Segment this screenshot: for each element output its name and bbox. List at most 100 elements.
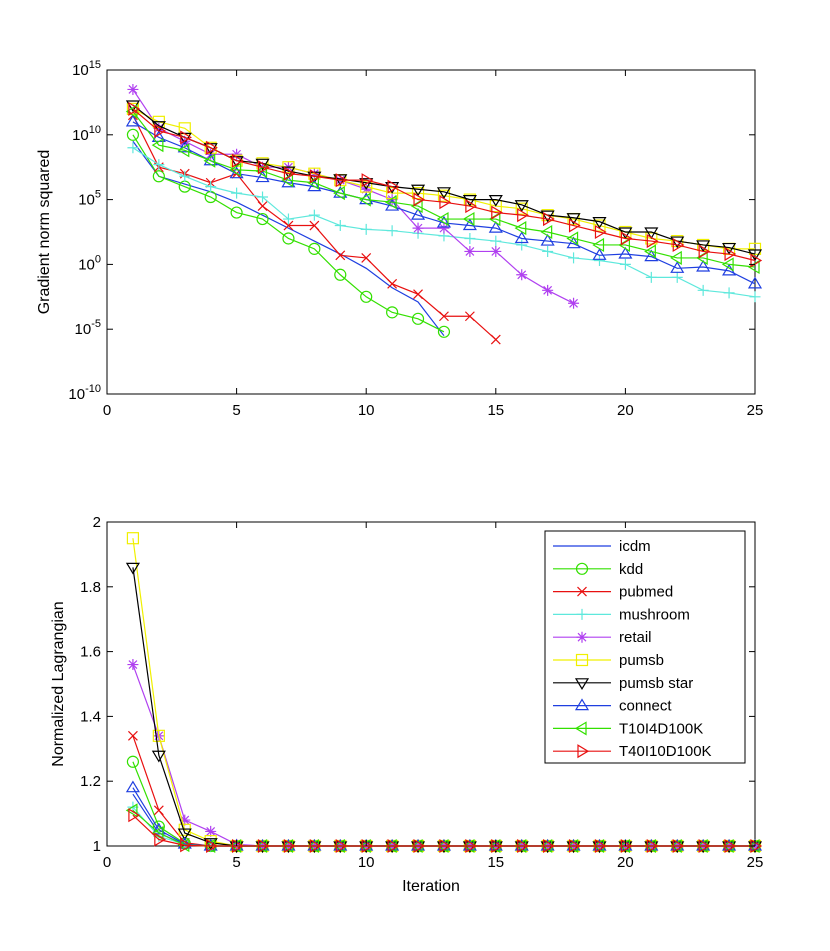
plot1-point-retail [231, 148, 243, 160]
legend: icdm kdd pubmed mushroom retail pumsb pumsb st… [544, 530, 746, 764]
plot2-y-tick-label: 2 [93, 514, 101, 531]
plot1-point-t40i10d100k [750, 253, 763, 268]
plot2-point-t40i10d100k [413, 838, 426, 854]
plot2-point-t40i10d100k [517, 838, 529, 854]
plot1-point-pubmed [335, 250, 346, 261]
plot2-point-t40i10d100k [543, 838, 555, 854]
plot1-point-pubmed [283, 220, 294, 231]
plot2-point-pumsb-star [151, 750, 166, 763]
plot2-point-t40i10d100k [361, 838, 374, 854]
plot1-series-group [125, 83, 763, 345]
plot1-point-kdd [360, 290, 373, 303]
plot1-point-connect [514, 231, 529, 244]
plot1-point-mushroom [593, 255, 605, 267]
plot2-y-tick-label: 1.6 [80, 644, 101, 661]
legend-marker-kdd [575, 562, 589, 575]
plot1-point-connect [618, 246, 633, 259]
legend-marker-t10i4d100k [574, 721, 587, 736]
plot1-point-t40i10d100k [387, 179, 400, 194]
plot1-line-icdm [132, 140, 445, 337]
plot1-point-connect [488, 220, 503, 233]
legend-marker-mushroom [576, 608, 588, 620]
plot2-point-t40i10d100k [698, 838, 711, 854]
plot1-point-kdd [230, 206, 243, 219]
plot1-y-tick-label: 10-10 [68, 383, 101, 403]
plot1-y-tick-label: 105 [78, 189, 101, 209]
plot1-point-t10i4d100k [359, 192, 371, 207]
plot1-point-mushroom [671, 271, 683, 283]
plot2-ticks-group: 0 5 10 15 20 25 1 1.2 1.4 1.6 1.8 2 [80, 514, 763, 871]
plot1-point-t10i4d100k [410, 199, 423, 214]
plot1-series-t10i4d100k [125, 104, 760, 275]
plot1-point-t40i10d100k [620, 231, 633, 246]
plot1-point-pumsb-star [436, 187, 452, 199]
plot1-point-t10i4d100k [203, 153, 216, 168]
plot1-point-kdd [126, 128, 140, 141]
plot2-x-tick-label: 25 [747, 854, 764, 871]
plot2-point-t40i10d100k [206, 838, 218, 854]
plot1-point-mushroom [282, 213, 294, 225]
plot1-point-pumsb [437, 189, 451, 202]
plot1-series-t40i10d100k [128, 101, 763, 268]
legend-marker-pubmed [577, 586, 587, 597]
plot1-point-connect [436, 215, 452, 228]
plot1-point-t10i4d100k [488, 211, 501, 227]
plot1-point-t40i10d100k [154, 123, 167, 138]
plot1-point-connect [696, 259, 711, 272]
legend-entry-kdd: kdd [553, 561, 643, 578]
plot1-point-t40i10d100k [206, 140, 218, 155]
plot2-point-pumsb-star [125, 562, 140, 575]
plot1-axes-box [106, 69, 756, 395]
legend-label: pubmed [619, 584, 673, 601]
plot1-point-t40i10d100k [646, 234, 659, 249]
plot1-point-mushroom [619, 258, 631, 270]
legend-entry-t10i4d100k: T10I4D100K [553, 720, 703, 737]
plot1-point-t40i10d100k [180, 130, 192, 145]
plot2-point-t40i10d100k [620, 838, 633, 854]
legend-marker-retail [576, 631, 588, 643]
plot1-series-mushroom [127, 142, 761, 303]
legend-entry-retail: retail [553, 629, 652, 646]
plot1-point-retail [516, 269, 528, 281]
plot1-point-pumsb [489, 199, 502, 213]
plot1-line-t10i4d100k [132, 111, 756, 268]
plot2-x-tick-label: 15 [487, 854, 504, 871]
plot2-point-retail [179, 814, 191, 826]
plot2-point-t40i10d100k [491, 838, 503, 854]
plot2-y-tick-label: 1 [93, 838, 101, 855]
plot1-point-pubmed [413, 289, 423, 300]
plot1-x-tick-label: 25 [747, 402, 764, 419]
plot1-point-retail [490, 245, 502, 257]
legend-label: mushroom [619, 606, 690, 623]
plot1-point-pubmed [361, 252, 372, 263]
plot1-series-kdd [126, 128, 451, 338]
plot1-point-mushroom [334, 220, 346, 232]
plot2-y-tick-label: 1.2 [80, 773, 101, 790]
plot1-point-pubmed [309, 220, 320, 231]
plot2-point-t10i4d100k [125, 803, 138, 818]
plot1-point-pumsb-star [670, 236, 685, 249]
plot1-line-kdd [132, 134, 445, 333]
plot1-point-mushroom [205, 181, 217, 193]
plot1-point-kdd [386, 306, 399, 319]
plot1-point-pumsb-star [592, 217, 607, 229]
plot1-point-retail [127, 83, 139, 95]
plot1-point-pubmed [464, 311, 475, 322]
legend-label: kdd [619, 561, 643, 578]
plot2-point-connect [125, 780, 140, 793]
plot1-point-t10i4d100k [670, 250, 682, 265]
plot1-point-connect [670, 261, 685, 273]
legend-marker-pumsb-star [574, 678, 590, 690]
plot1-point-t10i4d100k [229, 162, 242, 177]
plot1-point-mushroom [464, 232, 476, 244]
plot1-point-t10i4d100k [644, 244, 656, 259]
plot1-point-pubmed [257, 201, 268, 212]
plot1-point-pubmed [439, 311, 449, 322]
legend-entry-connect: connect [553, 698, 672, 715]
plot2-x-tick-label: 10 [358, 854, 375, 871]
plot1-point-t10i4d100k [721, 257, 734, 272]
plot1-point-pumsb [748, 242, 762, 255]
plot1-point-pumsb-star [151, 121, 166, 133]
plot1-point-mushroom [308, 209, 320, 221]
